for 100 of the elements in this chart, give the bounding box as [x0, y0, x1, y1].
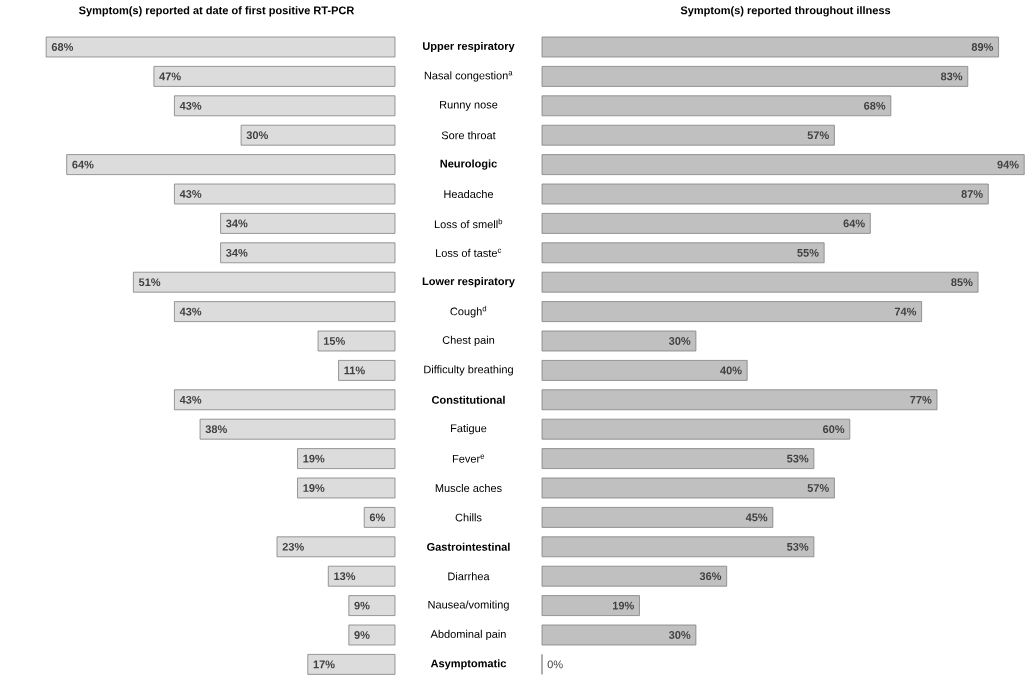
bar	[174, 95, 396, 117]
bar	[541, 213, 871, 234]
y-tick-label: Loss of taste$^{c}$	[436, 248, 502, 257]
data-label: 36%	[699, 572, 722, 581]
bar	[541, 330, 697, 352]
data-label: 45%	[745, 513, 768, 522]
data-label: 53%	[787, 542, 809, 551]
data-label: 34%	[226, 219, 248, 228]
data-label: 19%	[612, 601, 634, 610]
bar	[220, 242, 396, 264]
bar	[276, 536, 396, 558]
bar	[541, 595, 640, 616]
bar	[541, 418, 851, 440]
y-tick-label: Muscle aches	[435, 483, 502, 493]
bar	[199, 418, 396, 440]
data-label: 23%	[282, 542, 304, 551]
y-tick-label: Diarrhea	[448, 572, 490, 581]
bar	[174, 389, 396, 411]
data-label: 68%	[51, 43, 74, 51]
bar	[541, 565, 728, 587]
bar	[338, 360, 396, 381]
bar	[153, 66, 396, 87]
data-label: 9%	[354, 631, 370, 639]
y-tick-label: Difficulty breathing	[424, 365, 513, 376]
data-label: 6%	[369, 513, 386, 522]
y-tick-label: Neurologic	[440, 159, 497, 170]
data-label: 85%	[951, 278, 973, 287]
data-label: 94%	[997, 160, 1019, 169]
bar	[327, 565, 396, 587]
y-tick-label: Sore throat	[441, 131, 496, 140]
data-label: 57%	[807, 131, 829, 140]
chart-title: Symptom(s) reported at date of first positive RT-PCR	[78, 6, 355, 17]
bar	[174, 301, 396, 322]
y-tick-label: Fatigue	[451, 424, 487, 435]
bar	[541, 536, 815, 558]
bar	[541, 301, 923, 322]
data-label: 77%	[910, 395, 932, 404]
data-label: 30%	[246, 131, 269, 140]
bar	[297, 477, 396, 499]
bar	[541, 271, 979, 293]
data-label: 13%	[334, 572, 356, 581]
data-label: 30%	[668, 337, 691, 345]
y-tick-label: Asymptomatic	[430, 659, 507, 670]
y-tick-label: Cough$^{d}$	[450, 305, 487, 318]
data-label: 83%	[940, 72, 963, 81]
data-label: 64%	[843, 219, 865, 228]
data-label: 40%	[720, 366, 742, 375]
bar	[363, 507, 396, 528]
y-tick-label: Chills	[455, 513, 482, 522]
data-label: 34%	[226, 248, 248, 257]
bar	[541, 36, 999, 58]
data-label: 38%	[205, 425, 227, 434]
bar	[541, 66, 969, 87]
bar	[541, 448, 815, 469]
data-label: 57%	[807, 484, 829, 492]
y-tick-label: Gastrointestinal	[427, 542, 510, 551]
y-tick-label: Loss of smell$^{b}$	[434, 218, 503, 229]
bar	[297, 448, 396, 469]
y-tick-label: Abdominal pain	[430, 629, 506, 641]
data-label: 60%	[823, 425, 845, 434]
bar	[541, 389, 938, 411]
y-tick-label: Nasal congestion$^{a}$	[424, 71, 513, 82]
data-label: 9%	[354, 601, 370, 610]
y-tick-label: Chest pain	[442, 335, 495, 347]
y-tick-label: Headache	[444, 189, 494, 199]
bar	[541, 242, 825, 264]
y-tick-label: Nausea/vomiting	[428, 600, 509, 611]
bar	[220, 213, 396, 234]
bar	[174, 183, 396, 205]
data-label: 55%	[797, 248, 819, 257]
y-tick-label: Lower respiratory	[422, 277, 515, 288]
bar	[541, 477, 835, 499]
bar	[66, 154, 396, 175]
data-label: 15%	[323, 337, 345, 345]
bar	[541, 95, 892, 117]
data-label: 89%	[971, 43, 994, 51]
chart-title: Symptom(s) reported throughout illness	[680, 6, 891, 17]
bar	[317, 330, 396, 352]
data-label: 19%	[303, 454, 325, 463]
data-label: 11%	[344, 366, 365, 375]
data-label: 53%	[787, 454, 809, 463]
bar	[541, 507, 774, 528]
bar	[541, 360, 748, 381]
y-tick-label: Constitutional	[431, 395, 505, 404]
data-label: 64%	[72, 160, 94, 169]
bar	[45, 36, 396, 58]
y-tick-label: Fever$^{e}$	[452, 454, 485, 463]
data-label: 68%	[864, 101, 886, 110]
data-label: 17%	[313, 660, 335, 669]
data-label: 43%	[179, 190, 202, 198]
data-label: 0%	[547, 660, 563, 669]
y-tick-label: Upper respiratory	[423, 41, 515, 53]
y-tick-label: Runny nose	[440, 100, 498, 111]
bar	[240, 124, 396, 146]
data-label: 43%	[179, 101, 202, 110]
bar	[541, 124, 835, 146]
data-label: 47%	[159, 72, 181, 81]
data-label: 43%	[179, 307, 202, 316]
bar	[132, 271, 396, 293]
data-label: 87%	[961, 190, 983, 198]
